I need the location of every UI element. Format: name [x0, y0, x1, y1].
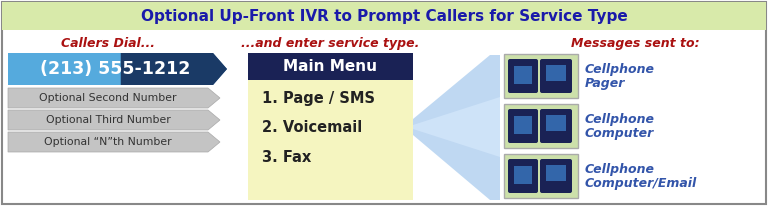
FancyBboxPatch shape: [514, 116, 532, 134]
Text: Optional “N”th Number: Optional “N”th Number: [45, 137, 172, 147]
FancyBboxPatch shape: [2, 2, 766, 30]
FancyBboxPatch shape: [514, 66, 532, 84]
FancyBboxPatch shape: [504, 154, 578, 198]
Polygon shape: [413, 97, 500, 157]
Text: Computer/Email: Computer/Email: [585, 177, 697, 190]
Text: Computer: Computer: [585, 127, 654, 140]
FancyBboxPatch shape: [504, 54, 578, 98]
FancyBboxPatch shape: [248, 80, 413, 200]
Text: (213) 555-1212: (213) 555-1212: [40, 60, 190, 78]
FancyBboxPatch shape: [2, 2, 766, 204]
Text: Cellphone: Cellphone: [585, 113, 655, 126]
Polygon shape: [8, 53, 227, 85]
FancyBboxPatch shape: [540, 109, 572, 143]
FancyBboxPatch shape: [546, 115, 566, 131]
Text: 3. Fax: 3. Fax: [262, 151, 311, 165]
Text: Optional Third Number: Optional Third Number: [45, 115, 170, 125]
FancyBboxPatch shape: [546, 65, 566, 81]
FancyBboxPatch shape: [508, 109, 538, 143]
Polygon shape: [121, 53, 227, 85]
Text: Cellphone: Cellphone: [585, 163, 655, 176]
FancyBboxPatch shape: [540, 159, 572, 193]
Text: 2. Voicemail: 2. Voicemail: [262, 121, 362, 136]
Text: Main Menu: Main Menu: [283, 59, 377, 74]
Text: Callers Dial...: Callers Dial...: [61, 36, 155, 49]
Polygon shape: [8, 110, 220, 130]
FancyBboxPatch shape: [248, 53, 413, 80]
Text: Cellphone: Cellphone: [585, 63, 655, 76]
FancyBboxPatch shape: [546, 165, 566, 181]
Text: Optional Up-Front IVR to Prompt Callers for Service Type: Optional Up-Front IVR to Prompt Callers …: [141, 8, 627, 23]
FancyBboxPatch shape: [131, 53, 213, 85]
FancyBboxPatch shape: [508, 59, 538, 93]
Polygon shape: [8, 53, 121, 85]
Polygon shape: [8, 88, 220, 108]
FancyBboxPatch shape: [8, 53, 131, 85]
FancyBboxPatch shape: [508, 159, 538, 193]
Polygon shape: [413, 55, 500, 200]
FancyBboxPatch shape: [504, 104, 578, 148]
Text: Optional Second Number: Optional Second Number: [39, 93, 177, 103]
Text: Pager: Pager: [585, 77, 625, 90]
FancyBboxPatch shape: [514, 166, 532, 184]
Text: Messages sent to:: Messages sent to:: [571, 36, 700, 49]
Text: ...and enter service type.: ...and enter service type.: [241, 36, 419, 49]
Polygon shape: [8, 132, 220, 152]
FancyBboxPatch shape: [540, 59, 572, 93]
Text: 1. Page / SMS: 1. Page / SMS: [262, 90, 375, 105]
